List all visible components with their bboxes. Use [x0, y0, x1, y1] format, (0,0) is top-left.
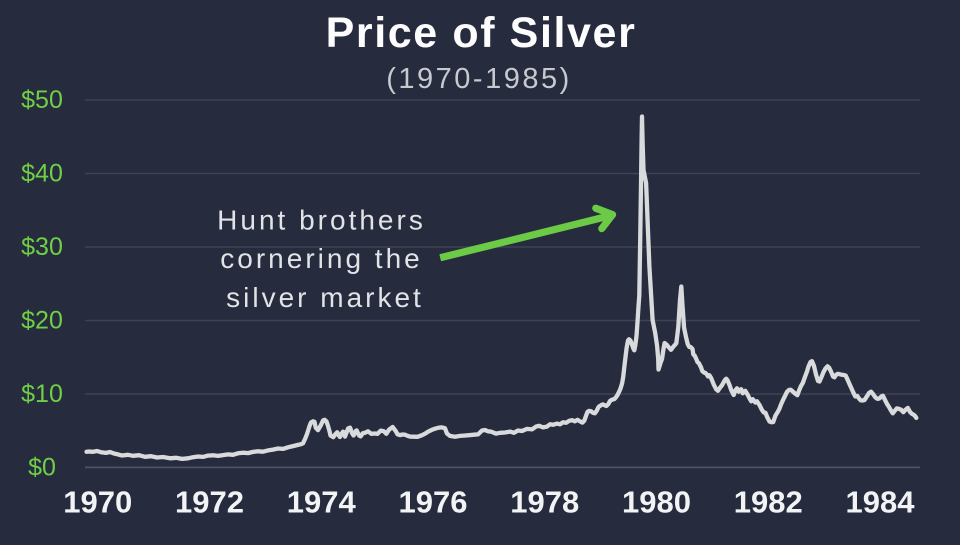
svg-text:$30: $30 [21, 233, 63, 261]
svg-text:$0: $0 [28, 453, 56, 481]
svg-text:1982: 1982 [734, 485, 803, 520]
svg-text:Price of Silver: Price of Silver [326, 9, 637, 57]
svg-text:1972: 1972 [175, 485, 244, 520]
svg-text:1970: 1970 [63, 485, 132, 520]
svg-text:silver market: silver market [226, 282, 424, 313]
svg-text:1978: 1978 [510, 485, 579, 520]
svg-text:$10: $10 [21, 380, 63, 408]
svg-text:$50: $50 [21, 86, 63, 114]
svg-text:1980: 1980 [622, 485, 691, 520]
svg-text:$20: $20 [21, 307, 63, 335]
svg-text:1984: 1984 [846, 485, 916, 520]
svg-text:$40: $40 [21, 160, 63, 188]
svg-text:1976: 1976 [399, 485, 468, 520]
svg-text:1974: 1974 [287, 485, 357, 520]
svg-text:(1970-1985): (1970-1985) [386, 63, 572, 95]
svg-text:cornering the: cornering the [220, 243, 422, 274]
svg-text:Hunt brothers: Hunt brothers [217, 205, 426, 236]
